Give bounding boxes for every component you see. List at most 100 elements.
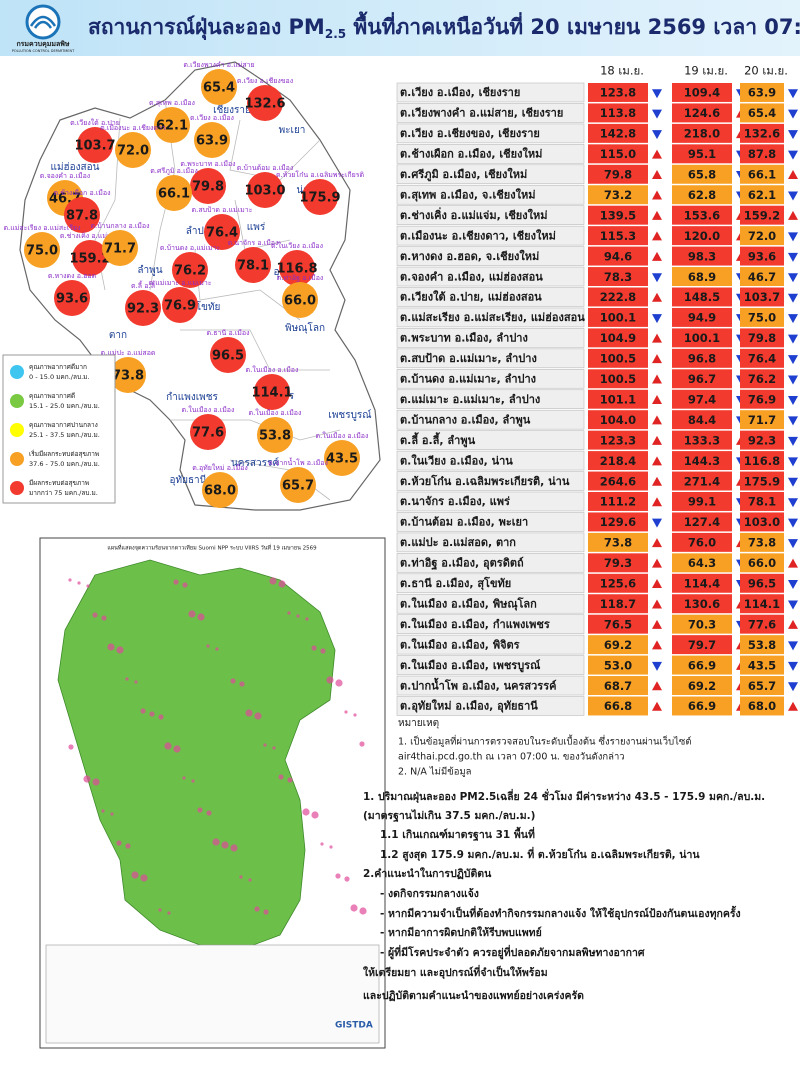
hotspot — [230, 678, 236, 684]
hotspot — [83, 775, 91, 783]
logo-text: กรมควบคุมมลพิษ — [16, 40, 69, 48]
trend-arrow — [652, 130, 662, 140]
pm-bubble — [302, 179, 338, 215]
pm-bubble — [257, 417, 293, 453]
value-text: 104.0 — [600, 413, 636, 427]
station-cell — [396, 614, 585, 634]
value-cell — [672, 185, 732, 205]
value-cell — [740, 553, 784, 573]
hotspot — [344, 710, 348, 714]
value-cell — [588, 103, 648, 123]
bubble-label: ต.บ้านดง อ.แม่เมาะ — [160, 244, 221, 252]
bubble-value: 66.1 — [158, 187, 190, 202]
value-cell — [740, 287, 784, 307]
legend-label: คุณภาพอากาศดีมาก — [29, 363, 87, 371]
pm-bubble — [172, 252, 208, 288]
value-text: 103.7 — [744, 290, 780, 304]
hotspot — [206, 810, 212, 816]
bubble-value: 93.6 — [56, 292, 88, 307]
bubble-label: ต.แม่สะเรียง อ.แม่สะเรียง — [3, 224, 80, 232]
value-cell — [672, 512, 732, 532]
value-cell — [588, 614, 648, 634]
value-text: 116.8 — [744, 454, 780, 468]
pm-bubble — [54, 280, 90, 316]
hotspot — [287, 611, 291, 615]
satellite-title: แผนที่แสดงจุดความร้อนจากดาวเทียม Suomi N… — [107, 544, 317, 552]
value-text: 109.4 — [684, 86, 720, 100]
station-cell — [396, 512, 585, 532]
value-cell — [672, 226, 732, 246]
pm-bubble — [280, 467, 316, 503]
hotspot — [158, 908, 162, 912]
value-text: 101.1 — [600, 392, 636, 406]
trend-arrow — [652, 109, 662, 119]
value-cell — [672, 492, 732, 511]
trend-arrow — [788, 109, 798, 119]
hotspot — [164, 742, 172, 750]
value-cell — [740, 573, 784, 593]
value-cell — [672, 369, 732, 389]
hotspot — [197, 613, 205, 621]
bubble-value: 159.2 — [69, 252, 110, 267]
hotspot — [182, 776, 186, 780]
value-text: 271.4 — [684, 474, 720, 488]
hotspot — [86, 584, 90, 588]
value-cell — [740, 123, 784, 143]
value-text: 218.0 — [684, 127, 720, 141]
value-cell — [672, 532, 732, 552]
pm-bubble — [110, 357, 146, 393]
station-cell — [396, 368, 585, 389]
hotspot — [254, 712, 262, 720]
header-banner — [0, 0, 800, 56]
hotspot — [263, 909, 269, 915]
hotspot — [212, 838, 220, 846]
value-text: 72.0 — [748, 229, 776, 243]
hotspot — [68, 744, 74, 750]
trend-arrow — [788, 355, 798, 365]
value-text: 114.1 — [744, 597, 780, 611]
value-text: 77.6 — [748, 617, 776, 631]
value-text: 96.8 — [688, 352, 716, 366]
trend-arrow — [652, 394, 662, 404]
value-cell — [740, 103, 784, 123]
bubble-label: ต.เวียงใต้ อ.ปาย — [70, 118, 120, 127]
legend-range: 15.1 - 25.0 มคก./ลบ.ม. — [29, 402, 100, 410]
hotspot — [110, 812, 114, 816]
value-cell — [588, 430, 648, 450]
hotspot — [149, 711, 155, 717]
value-cell — [672, 553, 732, 573]
station-cell — [396, 184, 585, 205]
station-name: ต.สุเทพ อ.เมือง, จ.เชียงใหม่ — [400, 187, 535, 202]
trend-arrow — [788, 682, 798, 692]
hotspot — [116, 840, 122, 846]
value-text: 124.6 — [684, 106, 720, 120]
hotspot — [125, 843, 131, 849]
value-cell — [740, 492, 784, 511]
value-text: 111.2 — [600, 495, 636, 509]
station-name: ต.ศรีภูมิ อ.เมือง, เชียงใหม่ — [400, 167, 527, 182]
value-cell — [672, 594, 732, 614]
bubble-label: ต.แม่ปะ อ.แม่สอด — [101, 349, 156, 357]
note-line: 2. N/A ไม่มีข้อมูล — [398, 766, 472, 778]
hotspot — [269, 577, 277, 585]
bubble-label: ต.พระบาท อ.เมือง — [180, 160, 235, 168]
value-text: 94.6 — [604, 249, 632, 263]
station-name: ต.ในเมือง อ.เมือง, พิจิตร — [400, 637, 520, 651]
station-cell — [396, 307, 585, 328]
station-cell — [396, 225, 585, 246]
value-text: 69.2 — [688, 679, 716, 693]
column-date: 18 เม.ย. — [600, 64, 644, 78]
value-text: 53.8 — [748, 638, 776, 652]
station-name: ต.ในเวียง อ.เมือง, น่าน — [400, 453, 513, 467]
bubble-value: 78.1 — [237, 259, 269, 274]
summary-line: - งดกิจกรรมกลางแจ้ง — [380, 887, 479, 900]
legend-range: มากกว่า 75 มคก./ลบ.ม. — [29, 489, 98, 497]
hotspot — [92, 778, 100, 786]
value-cell — [588, 164, 648, 184]
station-name: ต.แม่สะเรียง อ.แม่สะเรียง, แม่ฮ่องสอน — [400, 311, 585, 324]
trend-arrow — [652, 89, 662, 99]
region-outline — [19, 61, 381, 511]
bubble-value: 43.5 — [326, 452, 358, 467]
value-cell — [672, 614, 732, 634]
